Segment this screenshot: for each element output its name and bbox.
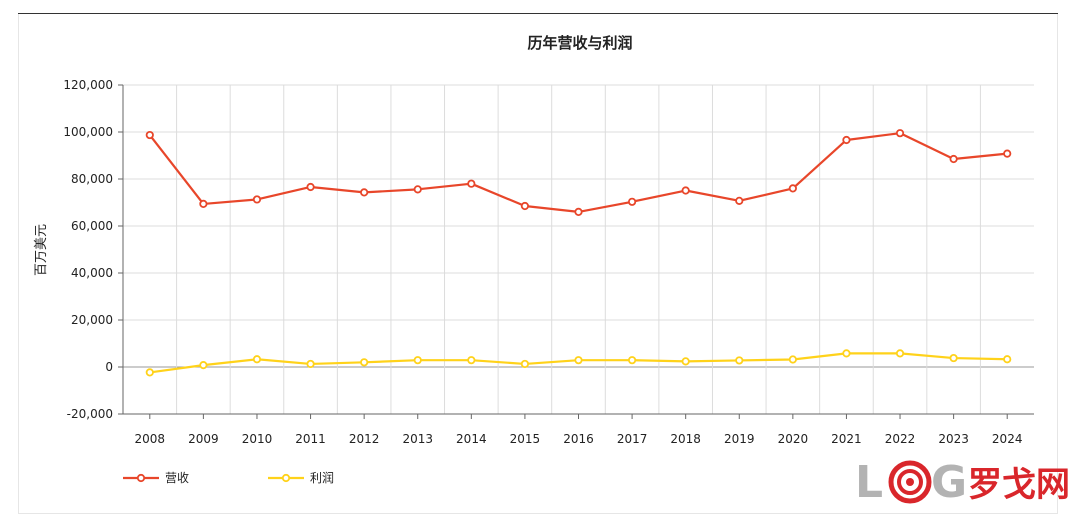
- series-point: [735, 196, 744, 205]
- y-tick-label: 20,000: [71, 313, 113, 327]
- x-tick-label: 2015: [510, 432, 541, 446]
- y-axis-label: 百万美元: [34, 224, 49, 276]
- series-point: [145, 368, 154, 377]
- series-point: [413, 185, 422, 194]
- y-tick-label: 40,000: [71, 266, 113, 280]
- series-point: [574, 356, 583, 365]
- x-tick-label: 2016: [563, 432, 594, 446]
- series-point: [520, 359, 530, 369]
- x-tick-label: 2012: [349, 432, 380, 446]
- series-point: [842, 135, 851, 145]
- logo-watermark: L G 罗戈网: [855, 456, 1075, 508]
- series-point: [360, 188, 369, 197]
- series-point: [788, 355, 797, 364]
- series-point: [895, 129, 905, 138]
- chart-title: 历年营收与利润: [527, 34, 632, 52]
- x-tick-label: 2023: [938, 432, 969, 446]
- series-point: [467, 356, 476, 365]
- y-tick-label: 0: [105, 360, 113, 374]
- x-tick-label: 2013: [402, 432, 433, 446]
- series-point: [360, 358, 369, 367]
- series-point: [1003, 149, 1012, 158]
- series-point: [627, 356, 637, 365]
- axis-layer: -20,000 0 20,000 40,000 60,000 80,000 100,000 1…: [63, 78, 1034, 446]
- series-point: [199, 199, 208, 209]
- series-point: [627, 197, 637, 206]
- series-point: [252, 355, 262, 364]
- x-tick-label: 2019: [724, 432, 755, 446]
- series-point: [574, 207, 583, 216]
- x-tick-label: 2022: [885, 432, 916, 446]
- x-tick-label: 2014: [456, 432, 487, 446]
- logo-text: 罗戈网: [968, 465, 1070, 505]
- y-tick-label: 120,000: [63, 78, 113, 92]
- x-tick-label: 2009: [188, 432, 219, 446]
- x-tick-label: 2008: [135, 432, 166, 446]
- series-point: [949, 353, 958, 363]
- series-point: [199, 361, 208, 370]
- x-tick-label: 2020: [778, 432, 809, 446]
- legend: 营收 利润: [123, 471, 334, 485]
- series-point: [306, 359, 315, 369]
- series-point: [681, 186, 690, 195]
- x-tick-label: 2018: [670, 432, 701, 446]
- series-point: [252, 195, 262, 204]
- legend-label: 营收: [165, 471, 189, 485]
- y-tick-label: 60,000: [71, 219, 113, 233]
- series-point: [413, 356, 422, 365]
- y-tick-label: 100,000: [63, 125, 113, 139]
- x-tick-label: 2021: [831, 432, 862, 446]
- series-point: [520, 201, 530, 211]
- series-point: [467, 179, 476, 188]
- y-tick-label: 80,000: [71, 172, 113, 186]
- series-point: [145, 130, 154, 140]
- x-tick-label: 2017: [617, 432, 648, 446]
- x-tick-label: 2010: [242, 432, 273, 446]
- series-point: [949, 154, 958, 164]
- series-layer: [145, 129, 1012, 377]
- series-point: [842, 349, 851, 358]
- series-point: [681, 357, 690, 366]
- chart-border: [18, 14, 1058, 514]
- target-icon: [888, 460, 932, 504]
- x-tick-label: 2024: [992, 432, 1023, 446]
- series-point: [306, 182, 315, 192]
- series-line-0: [148, 132, 1008, 213]
- series-point: [895, 349, 905, 358]
- series-point: [1003, 355, 1012, 364]
- legend-label: 利润: [310, 471, 334, 485]
- legend-marker: [136, 473, 146, 483]
- grid-layer: [123, 84, 1034, 415]
- top-rule: [18, 13, 1058, 14]
- series-point: [788, 184, 797, 193]
- logo-letter-l: L: [855, 457, 883, 506]
- y-tick-label: -20,000: [67, 407, 113, 421]
- legend-marker: [281, 473, 291, 483]
- x-tick-label: 2011: [295, 432, 326, 446]
- logo-letter-g: G: [931, 457, 967, 506]
- series-point: [735, 356, 744, 365]
